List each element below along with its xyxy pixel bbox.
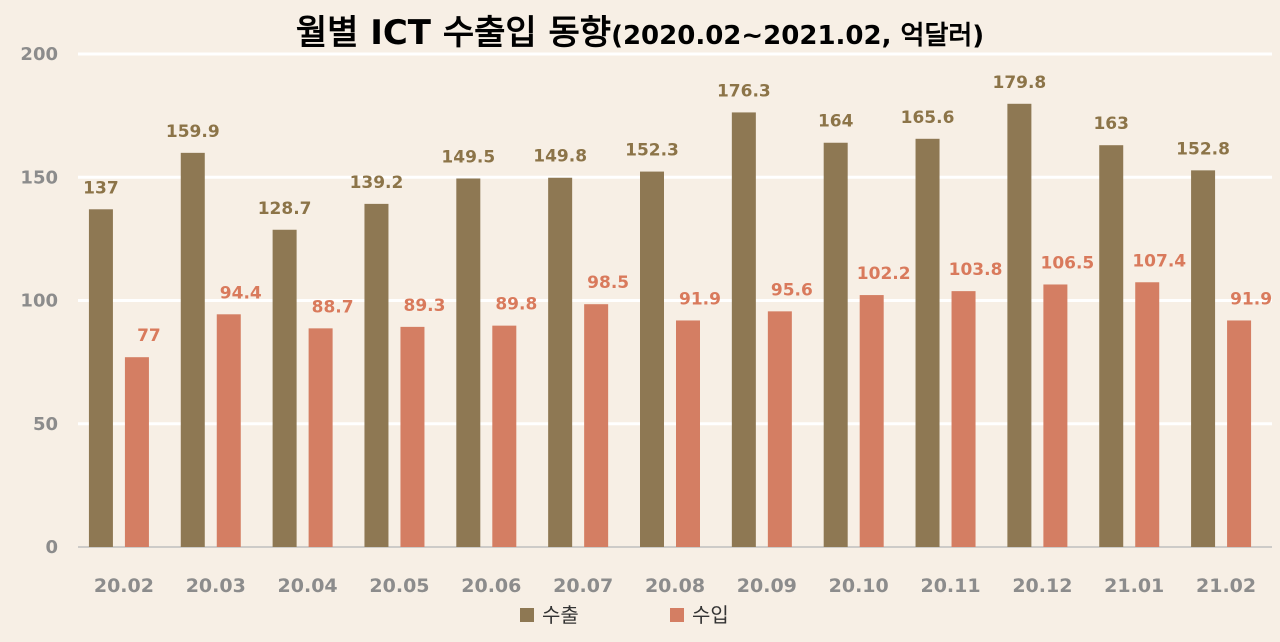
legend-label-import: 수입 — [692, 603, 729, 627]
chart-title-sub: (2020.02~2021.02, 억달러) — [611, 21, 984, 51]
export-bar — [823, 142, 848, 548]
import-bar — [492, 325, 517, 547]
import-data-label: 107.4 — [1132, 251, 1186, 271]
import-bar — [584, 304, 609, 547]
import-data-label: 102.2 — [857, 264, 911, 284]
import-data-label: 103.8 — [949, 260, 1003, 280]
import-bar — [400, 326, 425, 547]
import-data-label: 89.8 — [495, 295, 537, 315]
y-tick-label: 150 — [20, 167, 58, 188]
data-labels: 137 77 159.9 94.4 128.7 88.7 139.2 89.3 149.5 89.… — [83, 73, 1272, 346]
x-tick-label: 21.02 — [1196, 575, 1256, 597]
export-bar — [88, 209, 113, 548]
export-bar — [1099, 145, 1124, 547]
x-tick-label: 20.10 — [829, 575, 889, 597]
y-axis-ticks: 0 50 100 150 200 — [20, 44, 58, 558]
export-bar — [364, 203, 389, 547]
x-tick-label: 20.07 — [553, 575, 613, 597]
import-bar — [951, 291, 976, 547]
export-bar — [456, 178, 481, 548]
x-tick-label: 20.12 — [1012, 575, 1072, 597]
x-tick-label: 20.11 — [920, 575, 980, 597]
import-data-label: 88.7 — [312, 297, 354, 317]
import-data-label: 77 — [137, 326, 161, 346]
import-bar — [767, 311, 792, 547]
import-data-label: 98.5 — [587, 273, 629, 293]
y-tick-label: 50 — [33, 414, 58, 435]
export-data-label: 176.3 — [717, 81, 771, 101]
export-data-label: 152.8 — [1176, 139, 1230, 159]
bars — [88, 103, 1252, 548]
x-axis-ticks: 20.02 20.03 20.04 20.05 20.06 20.07 20.08 20.09… — [94, 575, 1256, 597]
import-data-label: 91.9 — [1230, 289, 1272, 309]
export-bar — [915, 138, 940, 547]
x-tick-label: 20.02 — [94, 575, 154, 597]
chart-title: 월별 ICT 수출입 동향(2020.02~2021.02, 억달러) — [296, 13, 984, 53]
import-bar — [1043, 284, 1068, 547]
export-bar — [180, 152, 205, 547]
export-data-label: 128.7 — [258, 199, 312, 219]
import-bar — [676, 320, 700, 547]
import-bar — [124, 357, 149, 547]
export-bar — [1007, 103, 1032, 547]
export-data-label: 149.8 — [533, 147, 587, 167]
export-bar — [548, 177, 573, 548]
y-tick-label: 0 — [45, 537, 58, 558]
x-tick-label: 20.04 — [278, 575, 338, 597]
export-data-label: 149.5 — [441, 147, 495, 167]
export-data-label: 159.9 — [166, 122, 220, 142]
legend-swatch-export — [520, 608, 534, 622]
export-data-label: 163 — [1093, 114, 1129, 134]
export-data-label: 164 — [818, 112, 854, 132]
x-tick-label: 20.03 — [186, 575, 246, 597]
export-data-label: 137 — [83, 178, 119, 198]
export-bar — [731, 112, 756, 547]
export-bar — [1191, 170, 1216, 547]
x-tick-label: 20.08 — [645, 575, 705, 597]
import-data-label: 94.4 — [220, 283, 262, 303]
legend-label-export: 수출 — [542, 603, 579, 627]
x-tick-label: 20.05 — [369, 575, 429, 597]
export-data-label: 179.8 — [992, 73, 1046, 93]
x-tick-label: 21.01 — [1104, 575, 1164, 597]
legend: 수출 수입 — [520, 603, 729, 627]
x-tick-label: 20.09 — [737, 575, 797, 597]
import-bar — [308, 328, 333, 547]
export-data-label: 165.6 — [901, 108, 955, 128]
export-bar — [640, 171, 664, 547]
y-tick-label: 200 — [20, 44, 58, 65]
import-data-label: 89.3 — [403, 296, 445, 316]
export-bar — [272, 229, 297, 547]
import-data-label: 91.9 — [679, 289, 721, 309]
chart-title-main: 월별 ICT 수출입 동향 — [296, 13, 611, 53]
import-bar — [1135, 282, 1160, 547]
export-data-label: 152.3 — [625, 141, 679, 161]
import-data-label: 95.6 — [771, 280, 813, 300]
import-bar — [1227, 320, 1252, 547]
import-data-label: 106.5 — [1040, 253, 1094, 273]
import-bar — [216, 314, 241, 547]
import-bar — [859, 295, 884, 547]
legend-swatch-import — [670, 608, 684, 622]
y-tick-label: 100 — [20, 291, 58, 312]
export-data-label: 139.2 — [350, 173, 404, 193]
x-tick-label: 20.06 — [461, 575, 521, 597]
